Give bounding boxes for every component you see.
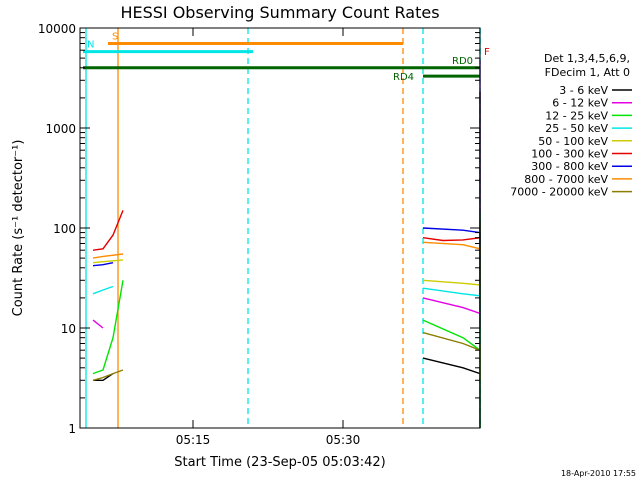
y-tick-label-5: 10000 (38, 22, 76, 36)
legend-header-1: Det 1,3,4,5,6,9, (544, 52, 630, 65)
y-tick-label-1: 1 (68, 422, 76, 436)
flag-label-s: S (112, 31, 118, 42)
series-line-8-seg-1 (93, 373, 114, 381)
legend-entry-label-8: 800 - 7000 keV (524, 173, 608, 186)
series-line-1-seg-1 (92, 210, 124, 251)
series-line-7-seg-1 (92, 280, 124, 375)
flag-label-rd4: RD4 (393, 72, 414, 83)
series-line-2-seg-1 (92, 262, 114, 267)
legend-entry-label-9: 7000 - 20000 keV (510, 186, 608, 199)
flag-label-f: F (484, 47, 490, 58)
x-tick-label-2: 05:30 (326, 433, 361, 447)
series-line-4-seg-1 (92, 259, 124, 264)
series-line-5-seg-1 (92, 285, 114, 295)
footer-timestamp: 18-Apr-2010 17:55 (561, 469, 636, 478)
y-axis-label: Count Rate (s⁻¹ detector⁻¹) (11, 140, 26, 317)
flag-label-rd0: RD0 (452, 56, 473, 67)
legend-entry-label-2: 6 - 12 keV (552, 97, 608, 110)
legend-entry-label-6: 100 - 300 keV (531, 148, 608, 161)
x-axis-label: Start Time (23-Sep-05 05:03:42) (174, 455, 385, 470)
legend-entry-label-5: 50 - 100 keV (538, 135, 608, 148)
series-line-6-seg-1 (92, 319, 104, 329)
series-line-9-seg-1 (92, 369, 124, 381)
legend-entry-label-1: 3 - 6 keV (559, 84, 608, 97)
y-tick-label-3: 100 (53, 222, 76, 236)
legend: Det 1,3,4,5,6,9,FDecim 1, Att 0 3 - 6 keV… (510, 52, 632, 199)
flag-bars: S N RD0 RD4 F (83, 31, 490, 83)
legend-header-2: FDecim 1, Att 0 (545, 66, 630, 79)
y-tick-label-4: 1000 (45, 122, 76, 136)
x-tick-label-1: 05:15 (176, 433, 211, 447)
series-line-3-seg-1 (92, 253, 124, 259)
legend-entry-label-7: 300 - 800 keV (531, 160, 608, 173)
legend-entry-label-3: 12 - 25 keV (545, 109, 608, 122)
x-axis-ticks: 05:15 05:30 (176, 28, 361, 447)
legend-entry-label-4: 25 - 50 keV (545, 122, 608, 135)
y-tick-label-2: 10 (61, 322, 76, 336)
flag-label-n: N (87, 40, 94, 51)
y-axis-ticks: 1 10 100 1000 10000 (38, 22, 480, 436)
chart-title: HESSI Observing Summary Count Rates (120, 3, 439, 22)
